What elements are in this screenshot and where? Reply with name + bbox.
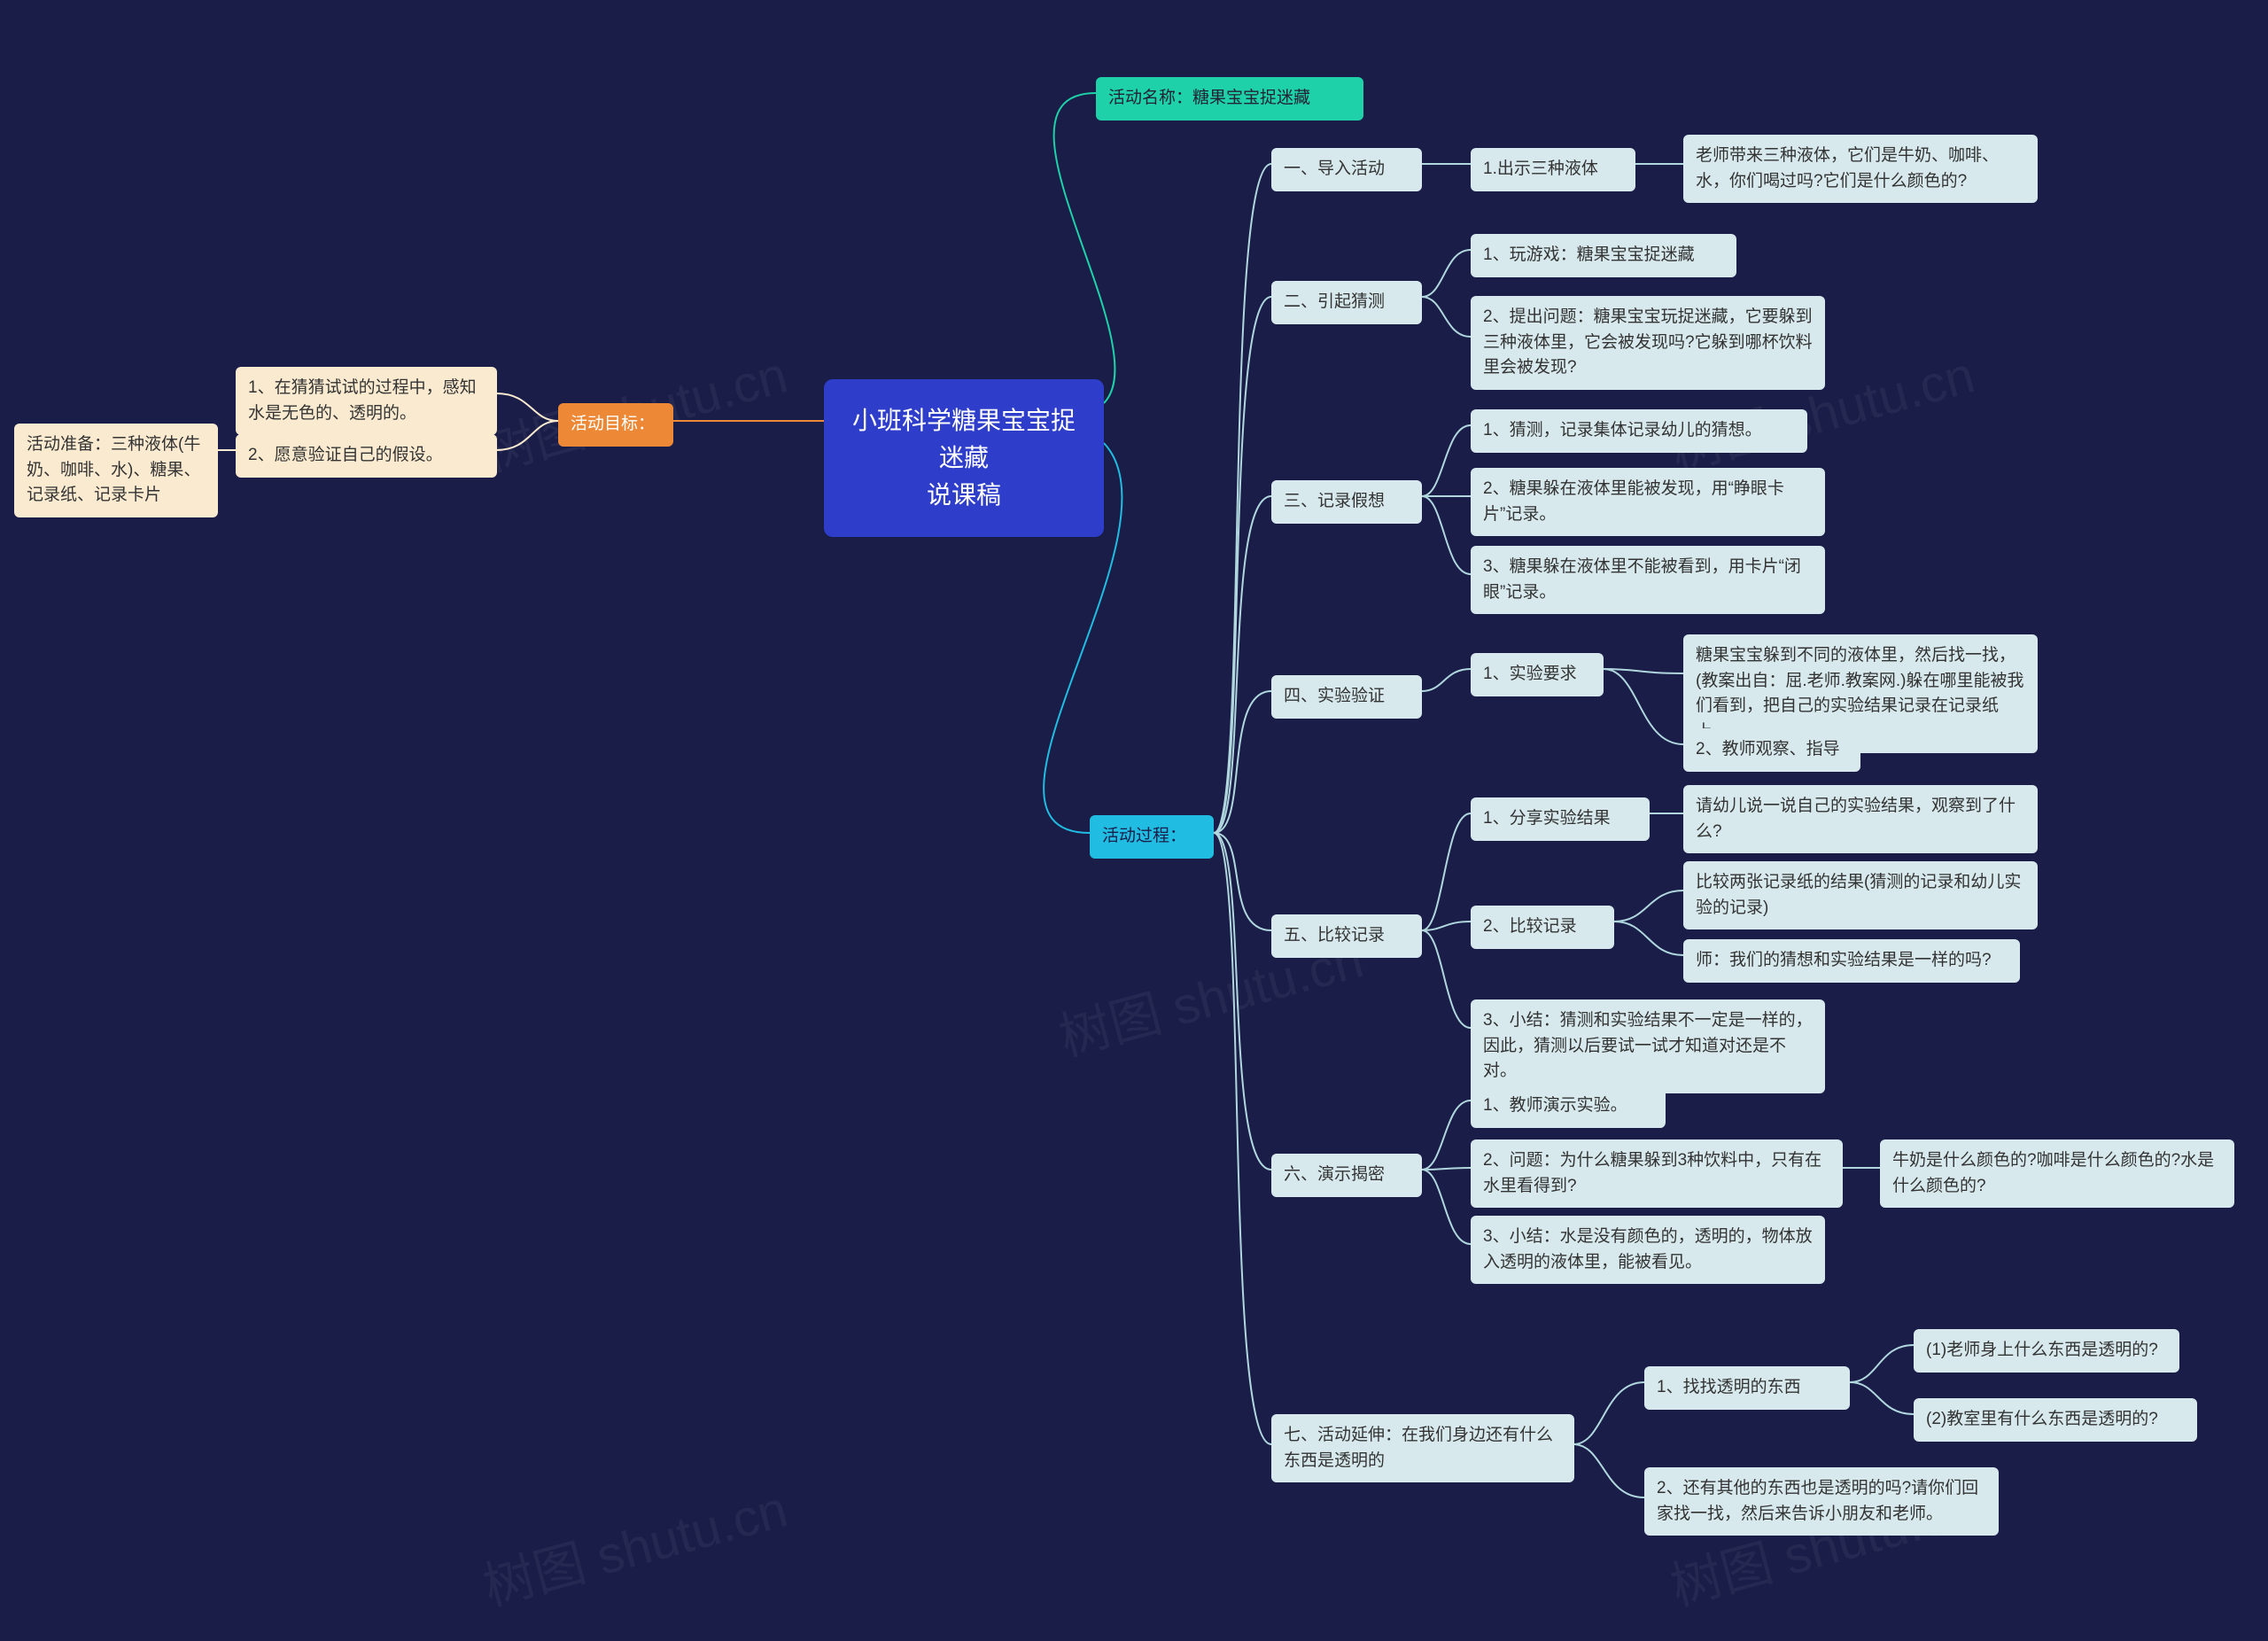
s3-title[interactable]: 三、记录假想 [1271, 480, 1422, 524]
s3-b[interactable]: 2、糖果躲在液体里能被发现，用“睁眼卡片”记录。 [1471, 468, 1825, 536]
s7-b[interactable]: 2、还有其他的东西也是透明的吗?请你们回家找一找，然后来告诉小朋友和老师。 [1644, 1467, 1999, 1536]
preparation[interactable]: 活动准备：三种液体(牛奶、咖啡、水)、糖果、记录纸、记录卡片 [14, 424, 218, 517]
root-node[interactable]: 小班科学糖果宝宝捉迷藏 说课稿 [824, 379, 1104, 537]
s6-c[interactable]: 3、小结：水是没有颜色的，透明的，物体放入透明的液体里，能被看见。 [1471, 1216, 1825, 1284]
s2-title[interactable]: 二、引起猜测 [1271, 281, 1422, 324]
s1-title[interactable]: 一、导入活动 [1271, 148, 1422, 191]
goal-2[interactable]: 2、愿意验证自己的假设。 [236, 434, 497, 478]
s7-a[interactable]: 1、找找透明的东西 [1644, 1366, 1850, 1410]
s5-c[interactable]: 3、小结：猜测和实验结果不一定是一样的，因此，猜测以后要试一试才知道对还是不对。 [1471, 999, 1825, 1093]
s1-a1[interactable]: 老师带来三种液体，它们是牛奶、咖啡、水，你们喝过吗?它们是什么颜色的? [1683, 135, 2038, 203]
s3-a[interactable]: 1、猜测，记录集体记录幼儿的猜想。 [1471, 409, 1807, 453]
s4-b[interactable]: 2、教师观察、指导 [1683, 728, 1860, 772]
s2-a[interactable]: 1、玩游戏：糖果宝宝捉迷藏 [1471, 234, 1736, 277]
s5-a[interactable]: 1、分享实验结果 [1471, 797, 1650, 841]
activity-name[interactable]: 活动名称：糖果宝宝捉迷藏 [1096, 77, 1363, 121]
s5-b2[interactable]: 师：我们的猜想和实验结果是一样的吗? [1683, 939, 2020, 983]
s6-a[interactable]: 1、教师演示实验。 [1471, 1085, 1666, 1128]
s6-title[interactable]: 六、演示揭密 [1271, 1154, 1422, 1197]
goal-label[interactable]: 活动目标： [558, 403, 673, 447]
s5-a1[interactable]: 请幼儿说一说自己的实验结果，观察到了什么? [1683, 785, 2038, 853]
s4-title[interactable]: 四、实验验证 [1271, 675, 1422, 719]
s3-c[interactable]: 3、糖果躲在液体里不能被看到，用卡片“闭眼”记录。 [1471, 546, 1825, 614]
s6-b1[interactable]: 牛奶是什么颜色的?咖啡是什么颜色的?水是什么颜色的? [1880, 1139, 2234, 1208]
s7-a2[interactable]: (2)教室里有什么东西是透明的? [1914, 1398, 2197, 1442]
s5-title[interactable]: 五、比较记录 [1271, 914, 1422, 958]
s4-a[interactable]: 1、实验要求 [1471, 653, 1604, 696]
s6-b[interactable]: 2、问题：为什么糖果躲到3种饮料中，只有在水里看得到? [1471, 1139, 1843, 1208]
s5-b1[interactable]: 比较两张记录纸的结果(猜测的记录和幼儿实验的记录) [1683, 861, 2038, 929]
s2-b[interactable]: 2、提出问题：糖果宝宝玩捉迷藏，它要躲到三种液体里，它会被发现吗?它躲到哪杯饮料… [1471, 296, 1825, 390]
s5-b[interactable]: 2、比较记录 [1471, 906, 1614, 949]
watermark: 树图 shutu.cn [474, 1467, 794, 1620]
s7-title[interactable]: 七、活动延伸：在我们身边还有什么东西是透明的 [1271, 1414, 1574, 1482]
s7-a1[interactable]: (1)老师身上什么东西是透明的? [1914, 1329, 2179, 1373]
goal-1[interactable]: 1、在猜猜试试的过程中，感知水是无色的、透明的。 [236, 367, 497, 435]
process-label[interactable]: 活动过程： [1090, 815, 1214, 859]
s1-a[interactable]: 1.出示三种液体 [1471, 148, 1635, 191]
